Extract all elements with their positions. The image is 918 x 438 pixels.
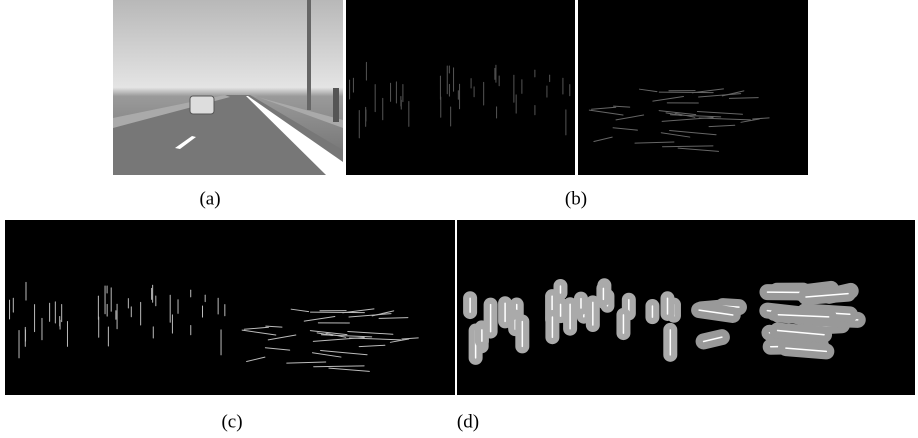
person <box>333 88 339 122</box>
segment <box>310 312 364 313</box>
page: (a) (b) (c) (d) (() => { const data = JS… <box>0 0 918 438</box>
figure: (a) (b) (c) (d) <box>0 0 918 438</box>
photo-a <box>113 0 343 175</box>
pole <box>307 0 311 110</box>
edge <box>659 92 713 93</box>
edge-image-b-vertical <box>346 0 575 175</box>
caption: (c) <box>221 411 242 432</box>
caption: (d) <box>457 411 479 432</box>
car <box>190 96 214 114</box>
edge-image-b-horizontal <box>578 0 808 175</box>
caption: (a) <box>199 188 220 209</box>
caption: (b) <box>565 188 587 209</box>
